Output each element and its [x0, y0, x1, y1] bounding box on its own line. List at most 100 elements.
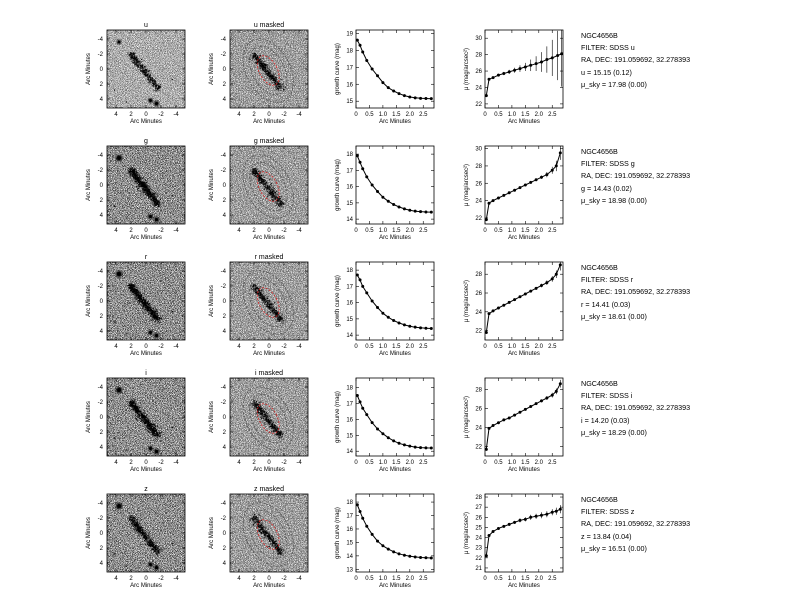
series-line [485, 53, 562, 96]
data-point [518, 518, 522, 522]
info-line: FILTER: SDSS g [581, 159, 635, 169]
x-tick-label: 1.0 [379, 344, 388, 350]
y-tick-label: 17 [346, 514, 353, 520]
x-tick-label: 1.5 [392, 228, 401, 234]
x-tick-label: 0.5 [494, 112, 503, 118]
band-image-panel: 4 2 0 -2 -4 -4 -2 0 2 4 Arc Minutes Arc Minutes g [86, 138, 186, 241]
image-field [107, 262, 185, 340]
y-tick-label: -4 [98, 501, 104, 507]
x-tick-label: 0 [267, 112, 271, 118]
band-image-panel: 4 2 0 -2 -4 -4 -2 0 2 4 Arc Minutes Arc Minutes u [86, 22, 186, 125]
x-tick-label: 2.0 [406, 344, 415, 350]
data-point [361, 516, 365, 520]
data-point [523, 292, 527, 296]
data-point [558, 382, 562, 386]
data-point [550, 393, 554, 397]
data-point [356, 503, 359, 507]
x-tick-label: 4 [114, 460, 118, 466]
data-point [408, 324, 412, 328]
x-tick-label: 2 [252, 112, 256, 118]
x-tick-label: 0.5 [365, 344, 374, 350]
aperture-ellipse [256, 55, 280, 86]
data-point [392, 319, 396, 322]
y-tick-label: -4 [98, 385, 104, 391]
y-tick-label: 22 [475, 444, 482, 450]
x-tick-label: 2.0 [535, 576, 544, 582]
masked-panel-title: u masked [254, 22, 284, 29]
band-panel-title: i [145, 370, 147, 377]
data-point [502, 193, 506, 197]
data-point [356, 38, 359, 42]
x-tick-label: 1.0 [379, 460, 388, 466]
data-point [361, 50, 365, 54]
y-tick-label: 28 [475, 495, 482, 501]
data-point [550, 277, 554, 281]
y-tick-label: -4 [98, 37, 104, 43]
data-point [491, 529, 495, 533]
y-tick-label: 19 [346, 31, 353, 37]
x-tick-label: 0 [483, 576, 487, 582]
x-axis-label: Arc Minutes [508, 235, 540, 241]
y-tick-label: 17 [346, 65, 353, 71]
image-field [230, 146, 308, 224]
x-tick-label: 0 [267, 344, 271, 350]
y-tick-label: 26 [475, 69, 482, 75]
sky-noise [230, 494, 308, 572]
y-tick-label: 16 [346, 82, 353, 88]
star-core [154, 565, 159, 570]
info-block-g: NGC4656B FILTER: SDSS g RA, DEC: 191.05969… [581, 146, 690, 207]
data-point [376, 190, 380, 193]
data-point [381, 311, 385, 315]
image-field [107, 146, 185, 224]
info-line: i = 14.20 (0.03) [581, 415, 630, 425]
x-tick-label: 1.5 [392, 112, 401, 118]
y-tick-label: -2 [98, 52, 104, 58]
sky-noise [230, 30, 308, 108]
y-tick-label: -4 [221, 385, 227, 391]
x-tick-label: 0 [267, 576, 271, 582]
info-line: NGC4656B [581, 147, 618, 156]
data-point [518, 186, 522, 190]
data-point [408, 444, 412, 448]
x-tick-label: -2 [281, 228, 287, 234]
x-tick-label: 2.5 [548, 112, 557, 118]
data-point [402, 323, 406, 327]
star-core [133, 285, 135, 287]
info-line: FILTER: SDSS r [581, 275, 634, 285]
x-tick-label: -4 [296, 460, 302, 466]
data-point [550, 168, 554, 172]
data-point [554, 164, 558, 168]
y-axis-label: Arc Minutes [209, 285, 215, 317]
series-line [485, 264, 561, 333]
x-tick-label: 1.5 [392, 344, 401, 350]
x-tick-label: 0.5 [494, 228, 503, 234]
data-point [556, 53, 560, 57]
aperture-ellipse [242, 270, 294, 335]
x-tick-label: 2 [252, 576, 256, 582]
y-tick-label: 28 [475, 53, 482, 59]
y-axis-label: μ (mag/arcsec²) [464, 280, 470, 322]
star-core [113, 437, 116, 439]
y-axis-label: growth curve (mag) [335, 391, 341, 443]
data-point [545, 281, 549, 285]
x-axis-label: Arc Minutes [130, 235, 162, 241]
panel-frame [355, 29, 435, 109]
profile-panel: 0 0.5 1.0 1.5 2.0 2.5 22 24 26 28 30 Arc Minutes μ (… [464, 29, 564, 125]
data-point [513, 188, 517, 192]
y-tick-label: 13 [346, 567, 353, 573]
data-point [361, 406, 365, 410]
data-point [365, 413, 369, 417]
x-tick-label: 0 [354, 344, 358, 350]
y-tick-label: 16 [346, 185, 353, 191]
data-point [402, 553, 406, 557]
y-tick-label: 17 [346, 401, 353, 407]
star-core [154, 449, 159, 454]
series-line [356, 39, 432, 100]
panel-frame [484, 261, 564, 341]
data-point [487, 312, 491, 316]
x-tick-label: 1.0 [379, 112, 388, 118]
y-tick-label: -2 [98, 168, 104, 174]
masked-image-panel: 4 2 0 -2 -4 -4 -2 0 2 4 Arc Minutes Arc Minutes r ma… [209, 254, 309, 357]
data-point [370, 183, 374, 187]
x-tick-label: 2.0 [535, 228, 544, 234]
